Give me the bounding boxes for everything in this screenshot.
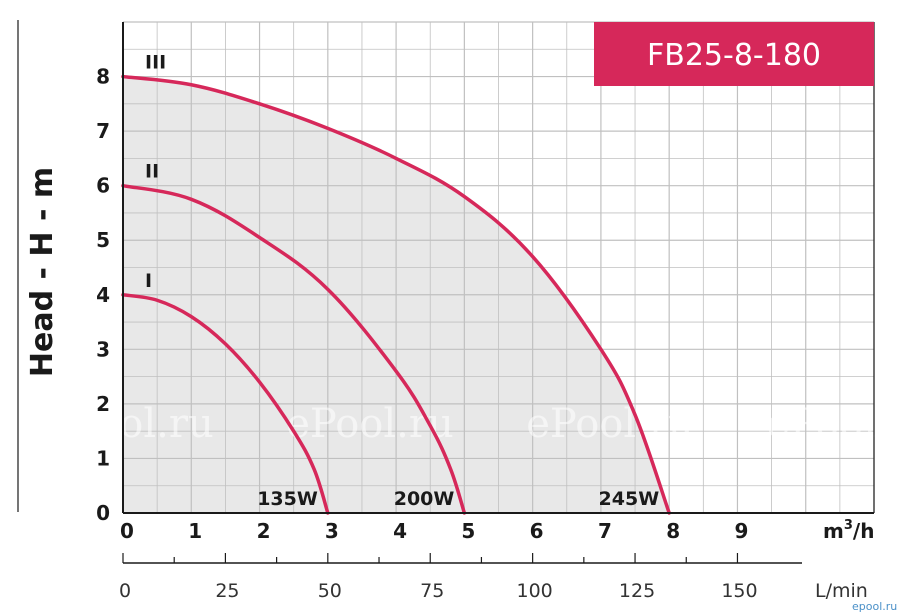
x-tick-label: 6 — [530, 519, 544, 543]
series-label-II: II — [145, 161, 159, 183]
series-curve-I — [121, 293, 330, 515]
y-tick-label: 5 — [96, 228, 110, 252]
y-tick-label: 4 — [96, 283, 110, 307]
series-curve-II — [121, 183, 467, 515]
y-axis-label: Head - H - m — [25, 167, 60, 377]
x-tick-label: 3 — [325, 519, 339, 543]
x-tick-label: 0 — [120, 519, 134, 543]
x2-tick-label: 25 — [215, 580, 239, 602]
power-label-I: 135W — [257, 488, 318, 510]
x-tick-label: 9 — [734, 519, 748, 543]
y-tick-label: 8 — [96, 65, 110, 89]
x2-tick-label: 125 — [619, 580, 655, 602]
y-tick-label: 0 — [96, 501, 110, 525]
x2-tick-label: 150 — [721, 580, 757, 602]
y-tick-label: 3 — [96, 337, 110, 361]
x2-axis-unit-label: L/min — [815, 580, 868, 602]
y-tick-label: 7 — [96, 119, 110, 143]
x2-tick-label: 100 — [517, 580, 553, 602]
x-tick-label: 2 — [257, 519, 271, 543]
x-axis-unit-label: m3/h — [823, 518, 874, 543]
x-tick-label: 8 — [666, 519, 680, 543]
power-label-II: 200W — [394, 488, 455, 510]
y-tick-label: 2 — [96, 392, 110, 416]
power-label-III: 245W — [599, 488, 660, 510]
x2-tick-label: 0 — [119, 580, 131, 602]
y-tick-label: 6 — [96, 174, 110, 198]
series-label-III: III — [145, 52, 166, 74]
x-tick-label: 1 — [188, 519, 202, 543]
x2-tick-label: 50 — [318, 580, 342, 602]
x-tick-label: 5 — [461, 519, 475, 543]
watermark-text: ePool.ru — [46, 401, 214, 447]
series-curve-III — [121, 74, 671, 515]
x-tick-label: 7 — [598, 519, 612, 543]
series-label-I: I — [145, 270, 152, 292]
x2-tick-label: 75 — [420, 580, 444, 602]
y-tick-label: 1 — [96, 446, 110, 470]
watermark-text: ePool.ru — [766, 401, 919, 447]
corner-watermark: epool.ru — [852, 600, 897, 613]
watermark-text: ePool.ru — [286, 401, 454, 447]
watermark-text: ePool.ru — [526, 401, 694, 447]
title-badge — [594, 22, 874, 86]
x-tick-label: 4 — [393, 519, 407, 543]
chart-title: FB25-8-180 — [647, 38, 821, 73]
